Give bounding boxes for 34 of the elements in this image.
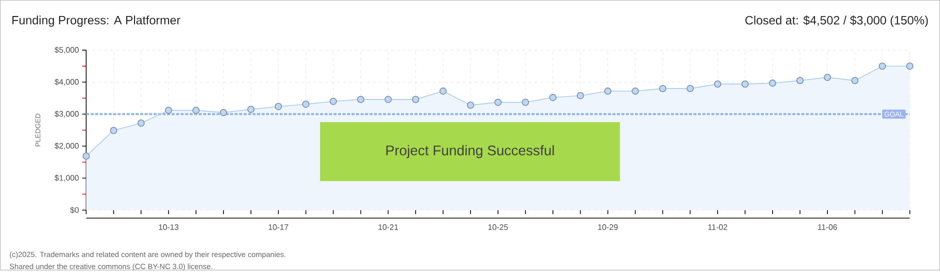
point <box>796 77 804 84</box>
point <box>247 106 255 114</box>
point <box>192 106 200 114</box>
point <box>110 127 118 134</box>
point <box>412 96 420 104</box>
point <box>741 80 749 88</box>
point <box>357 96 364 104</box>
point <box>466 102 474 110</box>
point <box>878 62 886 70</box>
point <box>632 88 639 95</box>
chart-title: Funding Progress: A Platformer <box>12 16 180 27</box>
point <box>549 94 557 102</box>
point <box>659 85 666 92</box>
point <box>220 109 228 116</box>
chart-subtitle: Closed at: $4,502 / $3,000 (150%) <box>745 16 928 28</box>
point <box>82 152 90 160</box>
point <box>384 96 392 104</box>
point <box>164 106 172 114</box>
point <box>274 103 282 110</box>
point <box>576 92 584 100</box>
point <box>302 100 310 108</box>
point <box>851 77 858 84</box>
point <box>330 98 337 106</box>
point <box>494 98 502 106</box>
point <box>137 120 145 127</box>
point <box>522 98 530 106</box>
point <box>824 74 832 82</box>
point <box>906 62 914 70</box>
point <box>768 80 776 87</box>
annotation: Project Funding Successful <box>386 145 554 158</box>
point <box>604 88 612 95</box>
point <box>714 80 722 88</box>
point <box>686 85 694 92</box>
point <box>439 88 447 95</box>
